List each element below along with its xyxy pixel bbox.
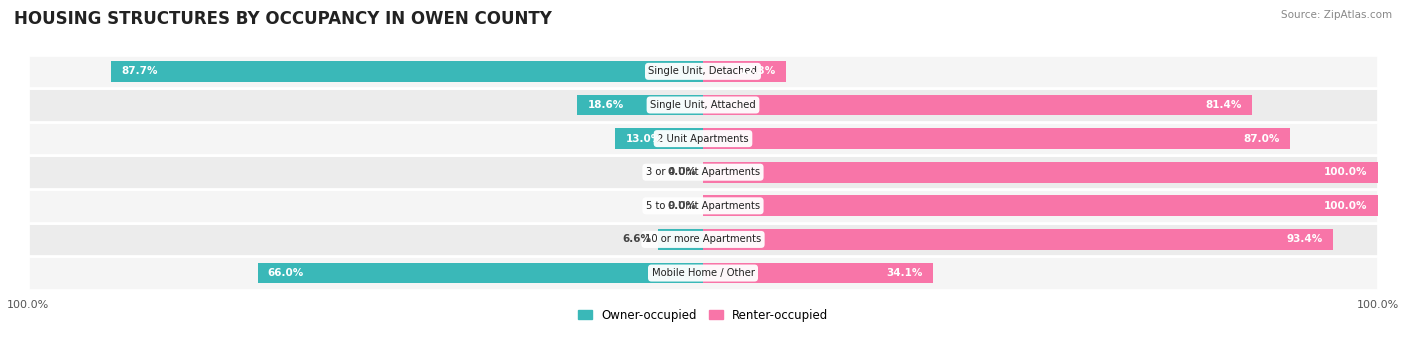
Text: HOUSING STRUCTURES BY OCCUPANCY IN OWEN COUNTY: HOUSING STRUCTURES BY OCCUPANCY IN OWEN …: [14, 10, 553, 28]
Text: 10 or more Apartments: 10 or more Apartments: [645, 234, 761, 244]
Bar: [111, 61, 703, 82]
Text: 66.0%: 66.0%: [267, 268, 304, 278]
Text: Mobile Home / Other: Mobile Home / Other: [651, 268, 755, 278]
Text: 0.0%: 0.0%: [668, 167, 696, 177]
Bar: [28, 155, 1378, 189]
Bar: [28, 256, 1378, 290]
Text: 87.7%: 87.7%: [121, 66, 157, 76]
Bar: [257, 263, 703, 283]
Text: 100.0%: 100.0%: [1324, 201, 1368, 211]
Bar: [658, 229, 703, 250]
Text: 34.1%: 34.1%: [887, 268, 922, 278]
Text: 2 Unit Apartments: 2 Unit Apartments: [657, 134, 749, 144]
Bar: [28, 122, 1378, 155]
Bar: [703, 229, 1333, 250]
Bar: [616, 128, 703, 149]
Text: 6.6%: 6.6%: [623, 234, 652, 244]
Text: 0.0%: 0.0%: [668, 201, 696, 211]
Text: 3 or 4 Unit Apartments: 3 or 4 Unit Apartments: [645, 167, 761, 177]
Text: 12.3%: 12.3%: [740, 66, 776, 76]
Bar: [703, 128, 1291, 149]
Text: 13.0%: 13.0%: [626, 134, 662, 144]
Bar: [28, 223, 1378, 256]
Bar: [578, 94, 703, 115]
Text: Single Unit, Detached: Single Unit, Detached: [648, 66, 758, 76]
Bar: [703, 61, 786, 82]
Bar: [703, 195, 1378, 216]
Bar: [703, 94, 1253, 115]
Bar: [28, 55, 1378, 88]
Text: 5 to 9 Unit Apartments: 5 to 9 Unit Apartments: [645, 201, 761, 211]
Text: Single Unit, Attached: Single Unit, Attached: [650, 100, 756, 110]
Text: 18.6%: 18.6%: [588, 100, 624, 110]
Text: 87.0%: 87.0%: [1244, 134, 1279, 144]
Text: 81.4%: 81.4%: [1206, 100, 1243, 110]
Bar: [703, 162, 1378, 183]
Bar: [28, 189, 1378, 223]
Text: Source: ZipAtlas.com: Source: ZipAtlas.com: [1281, 10, 1392, 20]
Text: 93.4%: 93.4%: [1286, 234, 1323, 244]
Bar: [703, 263, 934, 283]
Bar: [28, 88, 1378, 122]
Text: 100.0%: 100.0%: [1324, 167, 1368, 177]
Legend: Owner-occupied, Renter-occupied: Owner-occupied, Renter-occupied: [572, 304, 834, 326]
